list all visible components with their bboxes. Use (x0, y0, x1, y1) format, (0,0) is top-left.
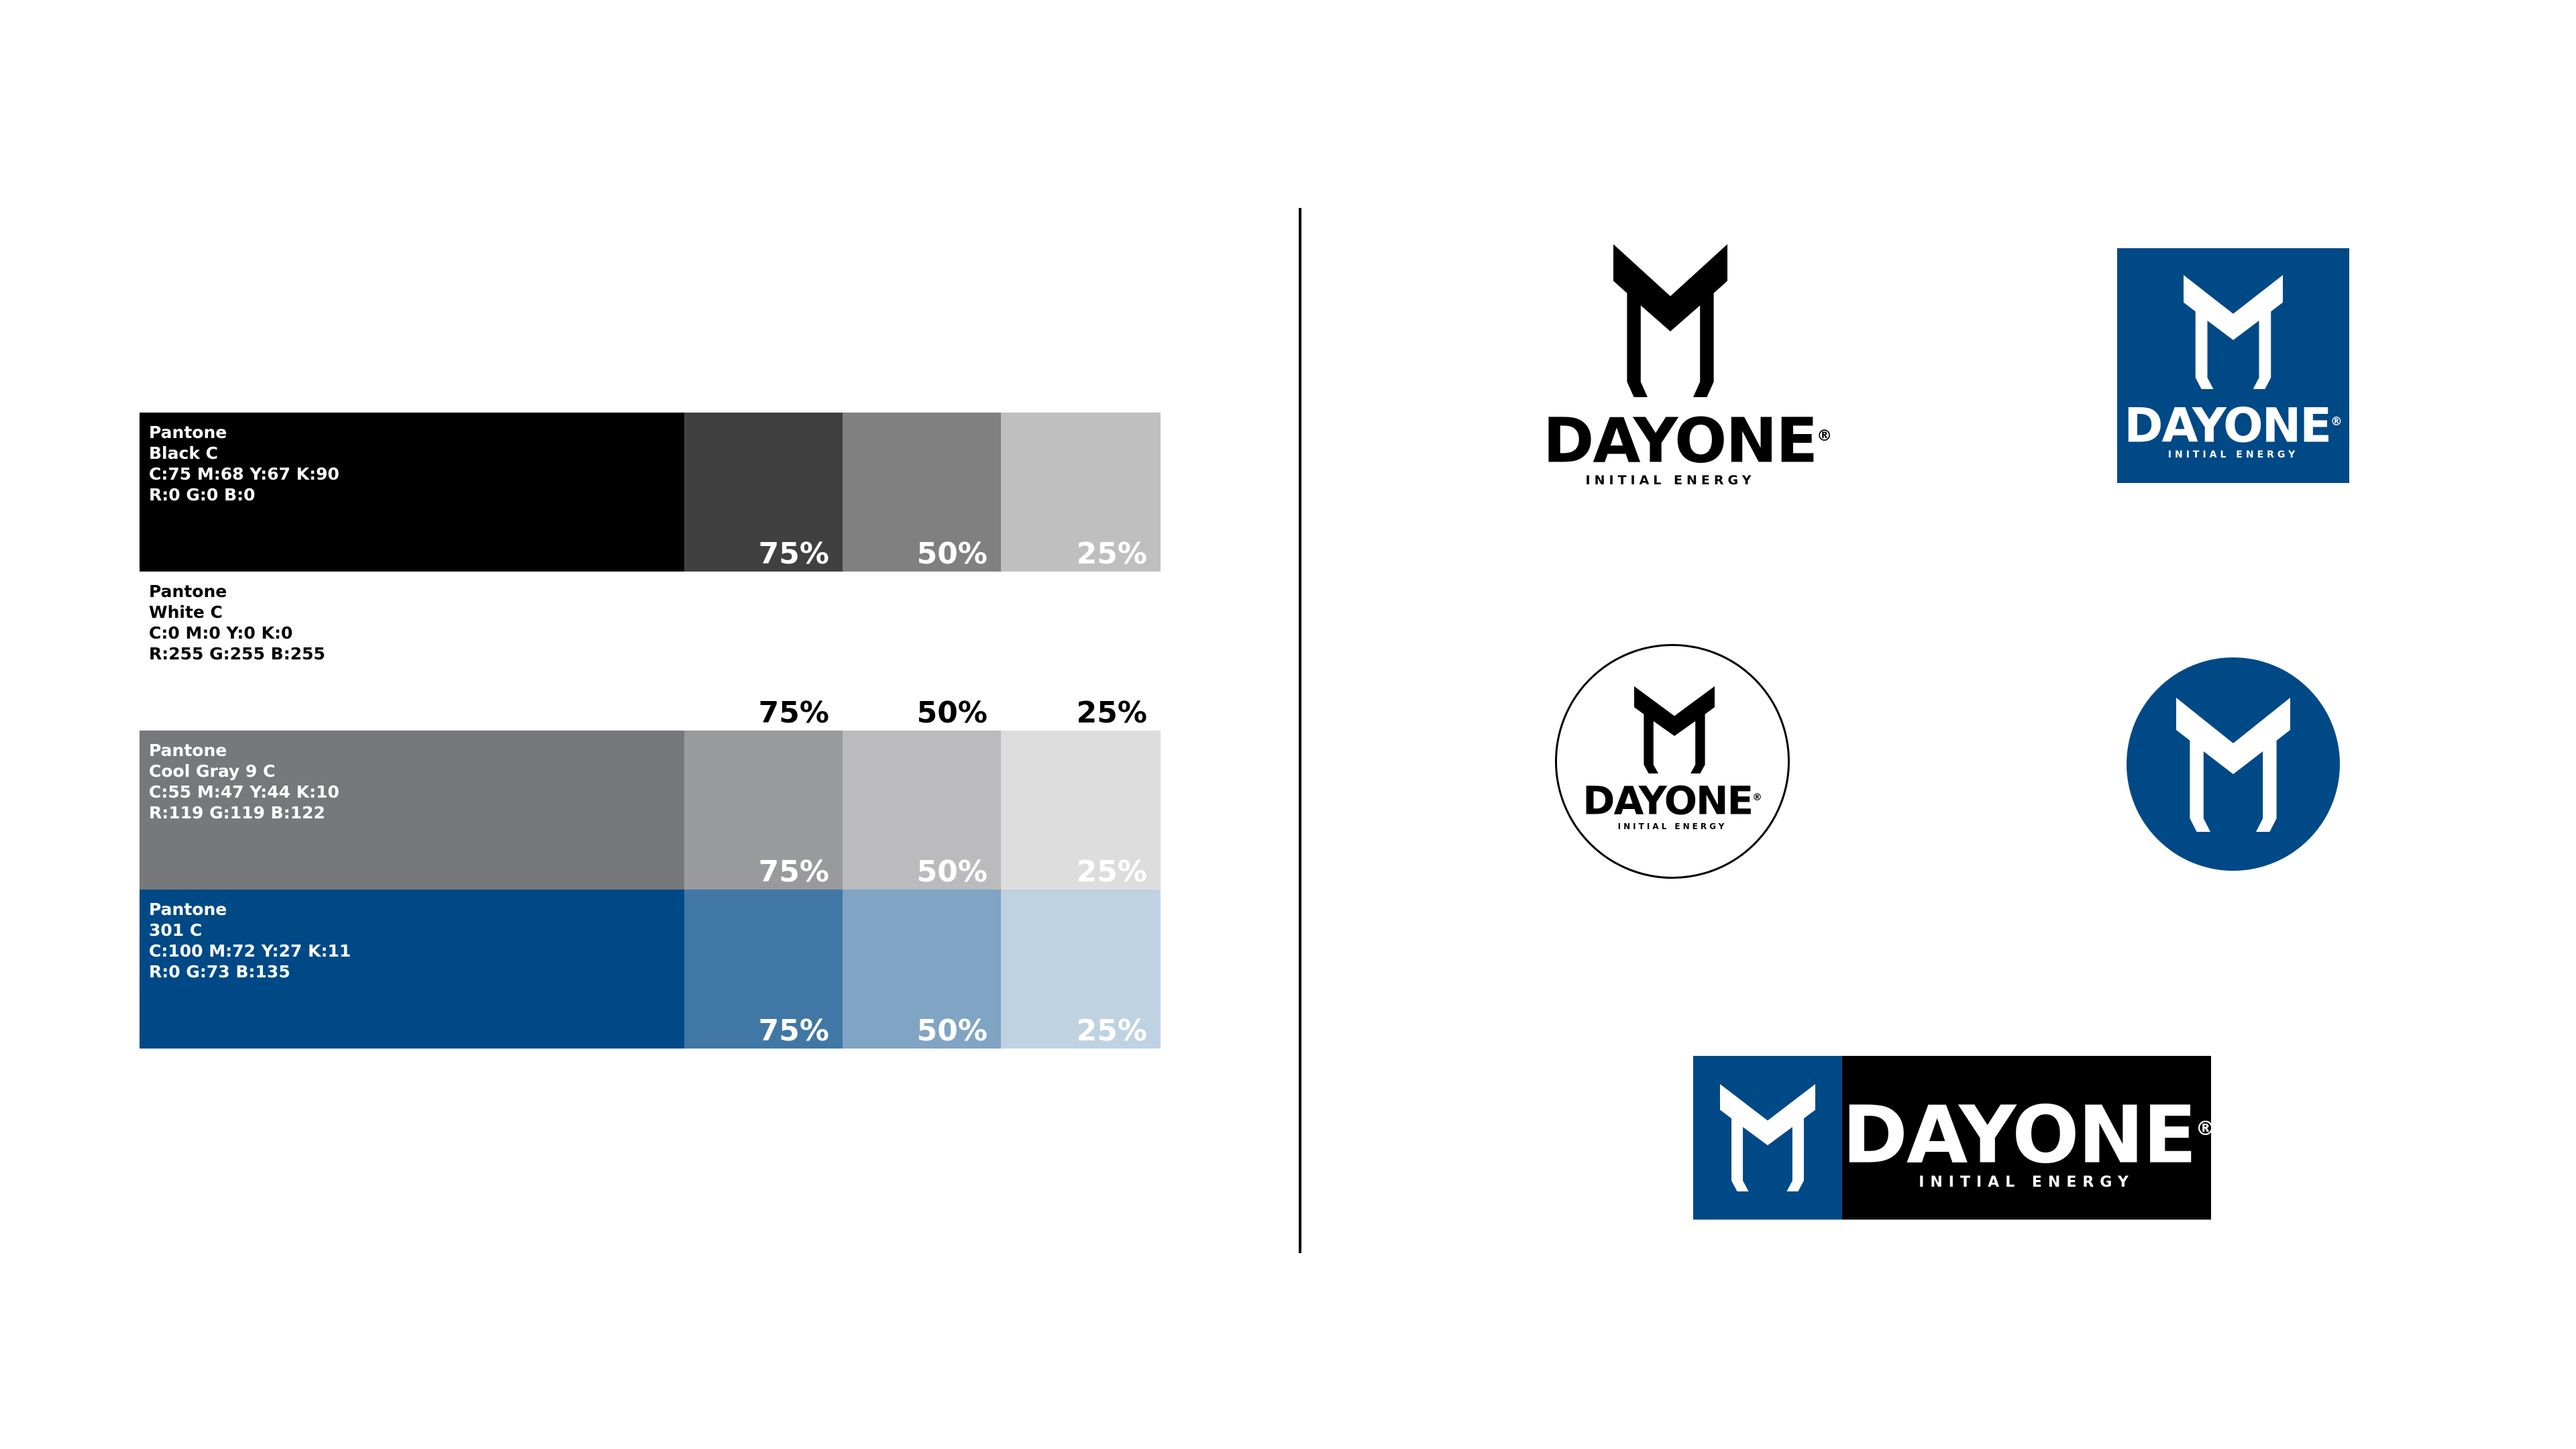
swatch-info: Pantone 301 C C:100 M:72 Y:27 K:11 R:0 G… (149, 900, 352, 981)
tint-swatch: 25% (1001, 413, 1161, 572)
logo-stacked-black: DAYONE® INITIAL ENERGY (1543, 241, 1832, 496)
tint-label: 75% (758, 1014, 829, 1048)
tint-label: 50% (916, 696, 987, 730)
tint-label: 75% (758, 537, 829, 571)
tint-swatch: 75% (684, 731, 843, 890)
tint-swatch: 50% (843, 890, 1001, 1049)
tint-swatch: 25% (1001, 890, 1161, 1049)
dayone-monogram-icon (1613, 244, 1727, 397)
monogram-shape (1613, 244, 1727, 397)
tint-swatch: 50% (843, 572, 1001, 731)
swatch-info: Pantone Black C C:75 M:68 Y:67 K:90 R:0 … (149, 423, 339, 504)
swatch-row-blue-301: Pantone 301 C C:100 M:72 Y:27 K:11 R:0 G… (140, 890, 1161, 1049)
brand-tagline: INITIAL ENERGY (2167, 449, 2299, 460)
tint-label: 50% (916, 1014, 987, 1048)
swatch-cool-gray-9c: Pantone Cool Gray 9 C C:55 M:47 Y:44 K:1… (140, 731, 684, 890)
monogram-shape (2184, 275, 2283, 389)
registered-mark: ® (2195, 1117, 2216, 1140)
logo-bar-wordmark-panel (1842, 1056, 2211, 1220)
brand-name: DAYONE (1543, 405, 1818, 477)
tint-label: 25% (1076, 855, 1147, 889)
registered-mark: ® (2330, 415, 2343, 429)
monogram-shape (1720, 1084, 1815, 1191)
color-palette: Pantone Black C C:75 M:68 Y:67 K:90 R:0 … (140, 413, 1161, 1049)
logo-icon-blue-circle (2127, 657, 2340, 871)
tint-swatch: 25% (1001, 731, 1161, 890)
dayone-monogram-icon (2176, 698, 2290, 832)
registered-mark: ® (1817, 427, 1833, 445)
brand-name: DAYONE (2124, 398, 2332, 453)
tint-label: 75% (758, 855, 829, 889)
brand-name: DAYONE (1842, 1088, 2197, 1181)
swatch-black-c: Pantone Black C C:75 M:68 Y:67 K:90 R:0 … (140, 413, 684, 572)
tint-swatch: 50% (843, 413, 1001, 572)
swatch-row-black: Pantone Black C C:75 M:68 Y:67 K:90 R:0 … (140, 413, 1161, 572)
swatch-row-cool-gray: Pantone Cool Gray 9 C C:55 M:47 Y:44 K:1… (140, 731, 1161, 890)
logo-stacked-outlined-circle: DAYONE® INITIAL ENERGY (1555, 644, 1790, 879)
vertical-divider (1299, 208, 1301, 1253)
brand-wordmark: DAYONE® (2117, 397, 2349, 450)
monogram-shape (2176, 698, 2290, 832)
monogram-shape (1634, 686, 1715, 773)
brand-wordmark: DAYONE® (1842, 1088, 2215, 1175)
tint-label: 75% (758, 696, 829, 730)
logo-horizontal-bar: DAYONE® INITIAL ENERGY (1693, 1056, 2215, 1220)
tint-label: 50% (916, 537, 987, 571)
swatch-info: Pantone White C C:0 M:0 Y:0 K:0 R:255 G:… (149, 582, 325, 663)
dayone-monogram-icon (1720, 1084, 1815, 1191)
brand-name: DAYONE (1582, 777, 1754, 824)
dayone-monogram-icon (1634, 686, 1715, 773)
swatch-white-c: Pantone White C C:0 M:0 Y:0 K:0 R:255 G:… (140, 572, 684, 731)
logo-stacked-blue-square: DAYONE® INITIAL ENERGY (2117, 248, 2349, 483)
swatch-row-white: Pantone White C C:0 M:0 Y:0 K:0 R:255 G:… (140, 572, 1161, 731)
swatch-pantone-301c: Pantone 301 C C:100 M:72 Y:27 K:11 R:0 G… (140, 890, 684, 1049)
tint-swatch: 25% (1001, 572, 1161, 731)
brand-tagline: INITIAL ENERGY (1919, 1174, 2135, 1191)
tint-swatch: 75% (684, 572, 843, 731)
swatch-info: Pantone Cool Gray 9 C C:55 M:47 Y:44 K:1… (149, 741, 339, 822)
brand-tagline: INITIAL ENERGY (1617, 822, 1727, 831)
tint-label: 25% (1076, 1014, 1147, 1048)
tint-label: 25% (1076, 696, 1147, 730)
brand-wordmark: DAYONE® (1557, 777, 1788, 821)
registered-mark: ® (1752, 792, 1762, 803)
tint-swatch: 50% (843, 731, 1001, 890)
brand-wordmark: DAYONE® (1543, 404, 1832, 474)
tint-swatch: 75% (684, 413, 843, 572)
brand-tagline: INITIAL ENERGY (1585, 473, 1756, 488)
tint-label: 25% (1076, 537, 1147, 571)
dayone-monogram-icon (2184, 275, 2283, 389)
tint-swatch: 75% (684, 890, 843, 1049)
tint-label: 50% (916, 855, 987, 889)
